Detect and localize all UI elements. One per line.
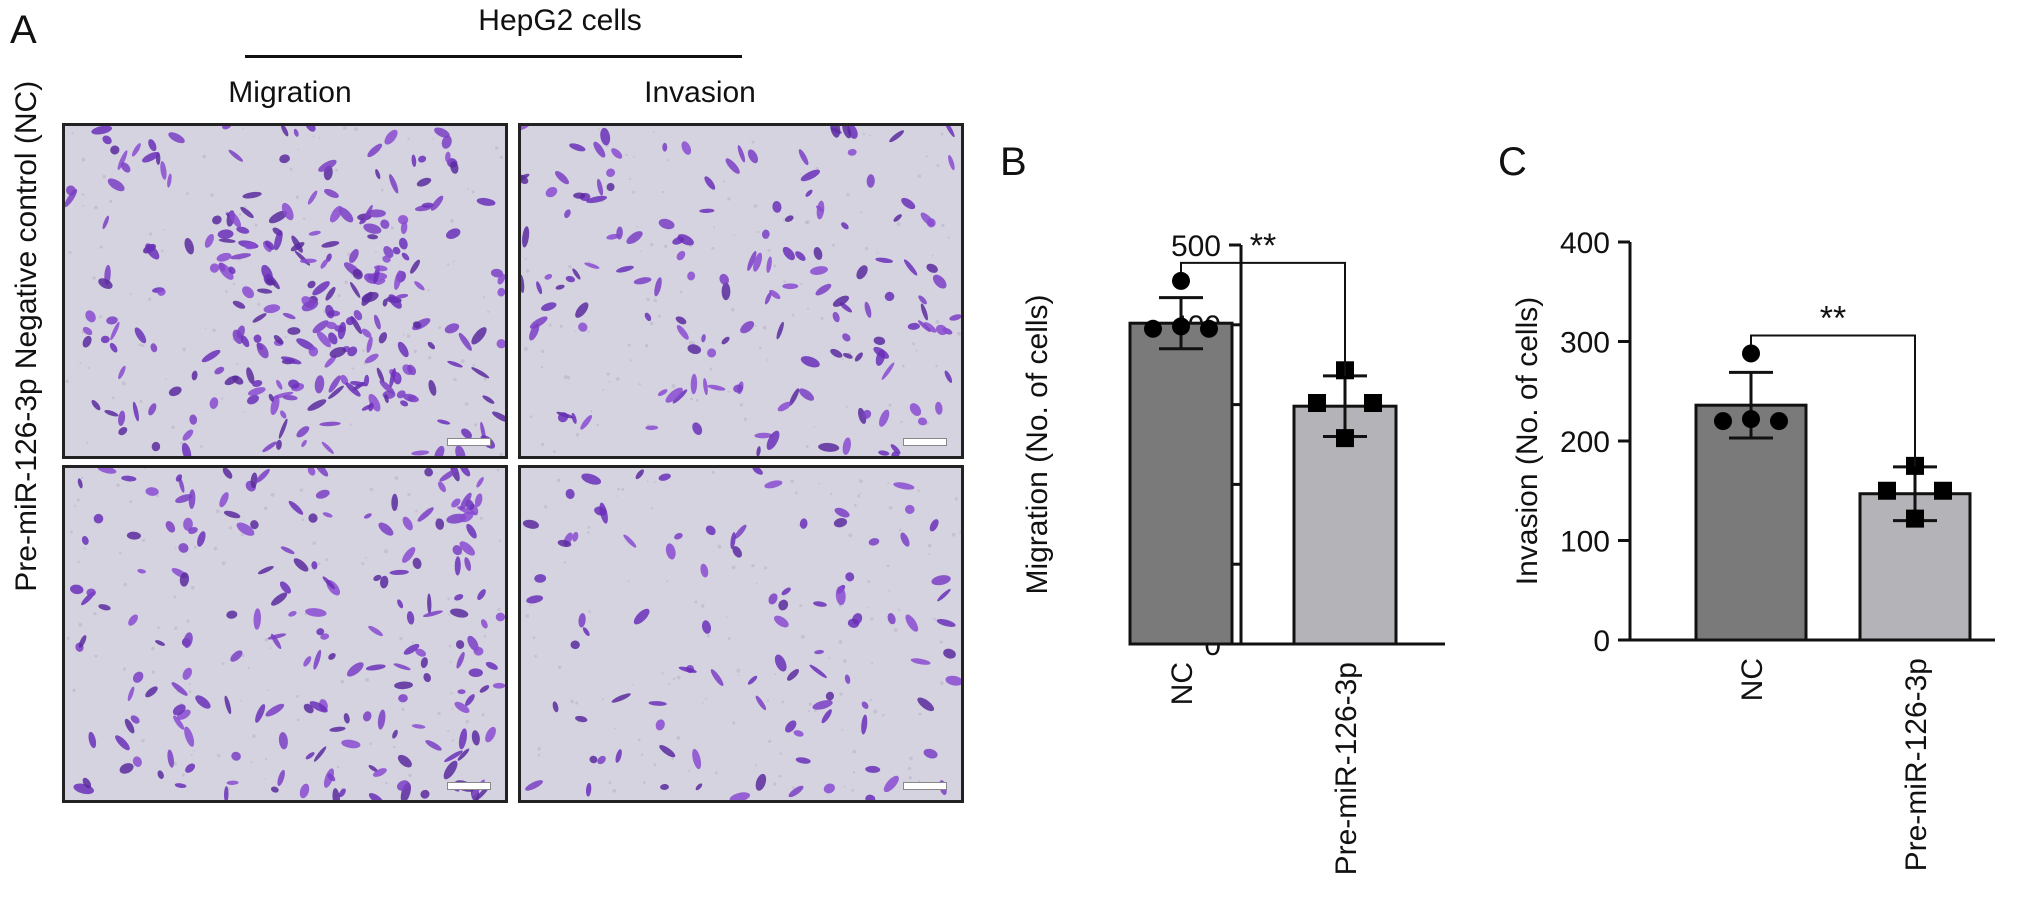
significance-label: ** [1820,299,1846,337]
category-label: Pre-miR-126-3p [1900,658,1933,871]
category-label: NC [1736,658,1769,701]
scale-bar [903,782,947,790]
micrograph-pre-mir-migration [62,465,508,803]
y-tick-label: 500 [1171,230,1221,263]
micrograph-nc-migration [62,123,508,459]
panel-label-c: C [1498,140,1527,184]
significance-label: ** [1250,227,1276,265]
y-axis-label: Migration (No. of cells) [1021,294,1054,594]
category-label: NC [1166,662,1199,705]
column-label-migration: Migration [228,76,352,109]
data-point [1336,429,1354,448]
category-label: Pre-miR-126-3p [1330,662,1363,875]
row-label-pre-mir: Pre-miR-126-3p [10,378,43,592]
data-point [1878,481,1896,500]
y-tick-label: 200 [1560,426,1610,459]
data-point [1364,394,1382,413]
significance-bracket [1750,334,1916,467]
data-point [1934,481,1952,500]
data-point [1906,509,1924,528]
scale-bar [447,438,491,446]
data-point [1172,271,1190,290]
data-point [1308,394,1326,413]
scale-bar [447,782,491,790]
column-label-invasion: Invasion [644,76,756,109]
micrograph-pre-mir-invasion [518,465,964,803]
bar [1128,321,1234,646]
y-tick-label: 300 [1560,327,1610,360]
migration-bar-chart: 0100200300400500Migration (No. of cells)… [1021,227,1445,875]
y-axis-label: Invasion (No. of cells) [1511,297,1544,585]
micrograph-nc-invasion [518,123,964,459]
panel-label-b: B [1000,140,1027,184]
data-point [1144,319,1162,338]
header-rule [245,55,742,58]
data-point [1742,344,1760,363]
cell-line-header: HepG2 cells [478,4,642,37]
bar [1694,403,1808,642]
data-point [1172,317,1190,336]
y-tick-label: 400 [1560,227,1610,260]
data-point [1770,412,1788,431]
data-point [1742,410,1760,429]
y-tick-label: 0 [1593,625,1610,658]
y-tick-label: 100 [1560,526,1610,559]
data-point [1714,412,1732,431]
panel-label-a: A [10,8,37,52]
data-point [1200,319,1218,338]
scale-bar [903,438,947,446]
significance-bracket [1180,261,1346,376]
invasion-bar-chart: 0 100 200 300 400 Invasion (No. of cells) NC Pr… [1511,227,1995,871]
